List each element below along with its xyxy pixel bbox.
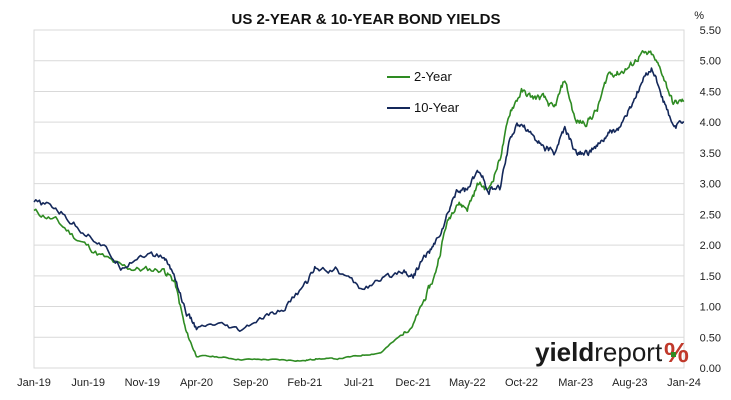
yieldreport-logo: yieldreport %: [535, 337, 689, 368]
y-tick-label: 4.00: [700, 117, 721, 129]
x-axis-ticks: Jan-19 Jun-19 Nov-19 Apr-20 Sep-20 Feb-21 Jul-…: [17, 377, 701, 389]
x-tick-label: Oct-22: [505, 377, 538, 389]
series-line-10-year: [33, 67, 685, 332]
x-tick-label: Nov-19: [125, 377, 160, 389]
logo-accent-square: [671, 352, 676, 357]
logo-word-yield: yield: [535, 337, 594, 367]
chart-title: US 2-YEAR & 10-YEAR BOND YIELDS: [232, 11, 501, 28]
x-tick-label: Dec-21: [395, 377, 430, 389]
y-tick-label: 4.50: [700, 86, 721, 98]
series-line-2-year: [33, 50, 685, 362]
y-tick-label: 0.50: [700, 332, 721, 344]
legend-label-10-year: 10-Year: [414, 100, 460, 115]
x-tick-label: Apr-20: [180, 377, 213, 389]
x-tick-label: Sep-20: [233, 377, 268, 389]
yieldreport-wordmark: yieldreport: [535, 337, 663, 367]
legend-label-2-year: 2-Year: [414, 69, 452, 84]
y-tick-label: 3.50: [700, 148, 721, 160]
x-tick-label: Jan-24: [667, 377, 701, 389]
y-tick-label: 3.00: [700, 179, 721, 191]
y-tick-label: 5.00: [700, 56, 721, 68]
plot-area-frame: [33, 29, 685, 369]
y-axis-ticks: 0.00 0.50 1.00 1.50 2.00 2.50 3.00 3.50 4.00 4.50…: [700, 25, 721, 375]
y-tick-label: 0.00: [700, 363, 721, 375]
logo-word-report: report: [594, 337, 663, 367]
legend: 2-Year 10-Year: [387, 69, 460, 115]
y-tick-label: 1.00: [700, 302, 721, 314]
y-tick-label: 2.00: [700, 240, 721, 252]
y-tick-label: 5.50: [700, 25, 721, 37]
x-tick-label: Mar-23: [558, 377, 593, 389]
series-lines: [33, 50, 685, 362]
percent-icon: %: [664, 337, 689, 368]
y-tick-label: 2.50: [700, 209, 721, 221]
y-axis-unit: %: [694, 10, 704, 22]
x-tick-label: May-22: [449, 377, 486, 389]
x-tick-label: Jun-19: [71, 377, 105, 389]
x-tick-label: Jan-19: [17, 377, 51, 389]
x-tick-label: Feb-21: [287, 377, 322, 389]
x-tick-label: Jul-21: [344, 377, 374, 389]
x-tick-label: Aug-23: [612, 377, 647, 389]
y-tick-label: 1.50: [700, 271, 721, 283]
